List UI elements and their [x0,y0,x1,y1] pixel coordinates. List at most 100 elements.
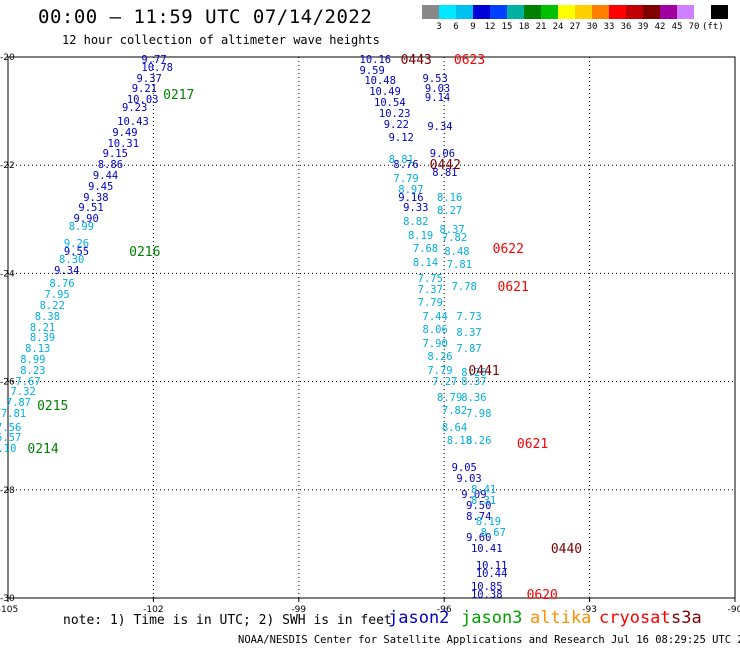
legend-item-cryosat: cryosat [599,608,671,628]
jason2-swh-value: 9.59 [359,64,385,77]
colorbar-swatch [507,5,524,19]
jason3-swh-value: 9.26 [63,237,90,250]
jason2-swh-value: 10.85 [470,581,503,594]
jason2-swh-value: 9.77 [141,53,167,66]
jason3-swh-value: 7.37 [417,283,443,296]
jason3-swh-value: 6.57 [0,432,22,445]
jason3-swh-value: 8.19 [475,516,502,529]
y-tick-label: -26 [0,378,15,388]
jason2-swh-value: 8.76 [393,159,419,172]
jason3-swh-value: 8.16 [437,191,463,204]
pass-number-label: 0441 [468,363,500,379]
jason2-swh-value: 10.11 [475,559,508,572]
jason3-swh-value: 7.27 [432,375,458,388]
jason2-swh-value: 9.45 [88,180,114,193]
jason2-swh-value: 10.16 [359,53,392,66]
jason2-swh-value: 10.23 [378,107,411,120]
jason2-swh-value: 9.34 [427,121,453,134]
jason2-swh-value: 9.05 [451,462,477,475]
jason3-swh-value: 8.36 [461,391,487,404]
jason2-swh-value: 9.09 [461,489,487,502]
colorbar-swatch [558,5,575,19]
pass-number-label: 0621 [497,279,529,295]
jason2-swh-value: 10.49 [369,86,401,99]
jason2-swh-value: 9.22 [383,118,410,131]
jason3-swh-value: 8.39 [29,332,56,345]
colorbar-label: 70 [688,22,700,32]
credit-line: NOAA/NESDIS Center for Satellite Applica… [238,634,740,646]
colorbar-label: 3 [436,22,442,32]
colorbar-swatch [439,5,456,19]
colorbar-swatch [490,5,507,19]
jason3-swh-value: 8.13 [25,343,51,356]
jason3-swh-value: 8.18 [446,435,473,448]
jason3-swh-value: 8.19 [407,229,434,242]
plot-frame [7,56,736,599]
jason3-swh-value: 8.27 [437,205,463,218]
jason2-swh-value: 8.74 [466,510,492,523]
colorbar-label: 24 [552,22,564,32]
colorbar-swatch [660,5,677,19]
jason3-swh-value: 7.82 [441,232,468,245]
jason2-swh-value: 9.34 [54,264,80,277]
pass-number-label: 0442 [429,158,461,174]
jason3-swh-value: 7.90 [422,337,448,350]
jason3-swh-value: 8.26 [461,367,487,380]
jason3-swh-value: 8.23 [20,364,46,377]
jason2-swh-value: 9.06 [429,148,456,161]
jason3-swh-value: 8.06 [422,324,448,337]
page-title: 00:00 – 11:59 UTC 07/14/2022 [38,6,373,28]
jason3-swh-value: 7.68 [412,243,439,256]
x-tick-label: -93 [582,605,597,615]
colorbar-swatch [524,5,541,19]
jason2-swh-value: 9.50 [466,500,492,513]
colorbar-swatch [694,5,711,19]
colorbar-swatch [711,5,728,19]
jason3-swh-value: 8.64 [441,421,468,434]
jason2-swh-value: 9.14 [424,91,451,104]
y-tick-label: -24 [0,269,15,279]
jason3-swh-value: 7.44 [422,310,448,323]
pass-number-label: 0443 [400,52,432,68]
jason3-swh-value: 7.79 [427,364,453,377]
colorbar-label: (ft) [702,22,724,32]
colorbar-swatch [456,5,473,19]
jason3-swh-value: 8.99 [20,353,46,366]
x-tick-label: -102 [143,605,163,615]
pass-number-label: 0621 [516,436,549,452]
colorbar-swatch [626,5,643,19]
jason2-swh-value: 9.15 [102,148,128,161]
jason2-swh-value: 9.03 [456,472,482,485]
x-tick-label: -105 [0,605,18,615]
colorbar-label: 39 [637,22,649,32]
legend-item-s3a: s3a [671,608,702,628]
jason3-swh-value: 7.32 [10,386,36,399]
colorbar-label: 18 [518,22,530,32]
jason3-swh-value: 7.87 [456,343,482,356]
jason2-swh-value: 10.48 [364,75,396,88]
jason2-swh-value: 9.21 [131,83,157,96]
jason3-swh-value: 8.30 [59,253,85,266]
jason2-swh-value: 9.44 [92,170,119,183]
jason2-swh-value: 10.38 [470,589,503,602]
jason2-swh-value: 10.78 [141,61,173,74]
jason3-swh-value: 7.79 [417,297,443,310]
jason3-swh-value: 8.67 [480,527,506,540]
jason2-swh-value: 9.60 [466,532,492,545]
colorbar-label: 15 [501,22,513,32]
pass-number-label: 0217 [163,87,195,103]
jason3-swh-value: 8.48 [444,245,470,258]
colorbar-swatch [575,5,592,19]
pass-number-label: 0623 [453,52,486,68]
jason2-swh-value: 9.38 [83,191,109,204]
y-tick-label: -22 [0,161,15,171]
colorbar-label: 9 [470,22,476,32]
colorbar-swatch [473,5,490,19]
colorbar-swatch [609,5,626,19]
legend-item-jason3: jason3 [461,608,523,628]
jason3-swh-value: 8.37 [439,224,465,237]
jason2-swh-value: 10.44 [475,567,508,580]
jason2-swh-value: 9.37 [136,72,162,85]
jason2-swh-value: 9.90 [73,213,99,226]
colorbar-label: 30 [586,22,598,32]
